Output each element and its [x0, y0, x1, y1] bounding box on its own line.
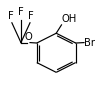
- Text: O: O: [25, 32, 32, 42]
- Text: F: F: [18, 7, 24, 17]
- Text: F: F: [8, 11, 14, 21]
- Text: OH: OH: [62, 14, 77, 24]
- Text: F: F: [28, 11, 34, 21]
- Text: Br: Br: [84, 38, 95, 48]
